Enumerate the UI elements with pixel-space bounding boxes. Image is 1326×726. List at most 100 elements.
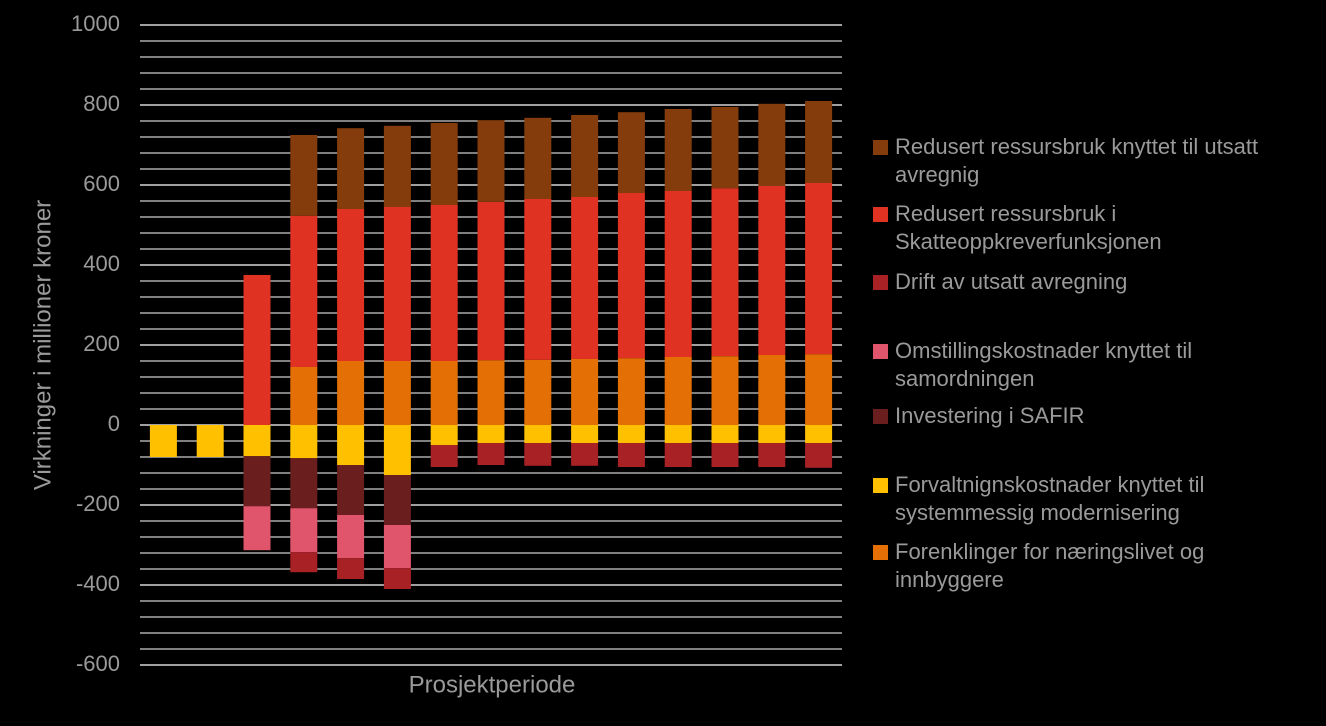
legend-label: Drift av utsatt avregning [895,269,1128,294]
legend-swatch [873,207,888,222]
bar-segment [149,425,177,457]
legend-label: Investering i SAFIR [895,403,1085,428]
bar-segment [524,443,552,466]
bar-segment [477,201,505,361]
y-tick-label: 600 [83,171,120,196]
bar-segment [524,359,552,425]
bar-segment [243,275,271,425]
bar-segment [571,425,599,443]
bar-segment [477,360,505,425]
bar-segment [337,558,365,579]
bar-segment [664,443,692,467]
y-tick-label: 400 [83,251,120,276]
legend-label: Redusert ressursbruk knyttet til utsatt … [895,134,1259,187]
bar-segment [477,120,505,202]
legend-label: Redusert ressursbruk i Skatteoppkreverfu… [895,201,1162,254]
bar-segment [805,354,833,425]
bar-segment [383,525,411,569]
bar-segment [383,568,411,589]
bar-segment [290,552,318,573]
bar-segment [383,425,411,475]
y-tick-label: 200 [83,331,120,356]
y-tick-label: 1000 [71,11,120,36]
bar-segment [383,207,411,361]
bar-segment [711,356,739,425]
legend-label: Forenklinger for næringslivet og innbygg… [895,539,1205,592]
bar-segment [337,425,365,465]
bar-segment [337,209,365,361]
bar-segment [383,475,411,525]
bar-segment [290,215,318,367]
bar-segment [290,367,318,425]
bar-segment [617,193,645,359]
bar-segment [290,425,318,459]
legend-entry: Redusert ressursbruk i Skatteoppkreverfu… [873,200,1313,256]
bar-segment [337,128,365,209]
legend-swatch [873,478,888,493]
bar-segment [664,357,692,425]
bar-segment [571,115,599,197]
bar-segment [430,205,458,361]
bar-segment [664,109,692,191]
bar-segment [243,506,271,551]
legend-swatch [873,140,888,155]
bar-segment [290,458,318,509]
bar-segment [664,425,692,443]
legend-entry: Drift av utsatt avregning [873,268,1313,296]
bar-segment [571,197,599,359]
bar-segment [571,359,599,425]
bar-segment [711,107,739,189]
bar-segment [758,355,786,425]
y-tick-label: -200 [76,491,120,516]
bar-segment [383,361,411,425]
legend-entry: Forenklinger for næringslivet og innbygg… [873,538,1313,594]
bar-segment [805,425,833,443]
bar-segment [337,515,365,559]
bar-segment [430,361,458,425]
bar-segment [243,456,271,507]
bar-segment [430,123,458,205]
bar-segment [758,185,786,355]
bar-segment [805,183,833,355]
bar-segment [524,117,552,199]
legend-swatch [873,344,888,359]
bar-segment [430,445,458,467]
y-tick-label: 800 [83,91,120,116]
bar-segment [477,425,505,443]
legend-entry: Investering i SAFIR [873,402,1313,430]
bar-segment [477,443,505,465]
y-tick-label: -400 [76,571,120,596]
legend-swatch [873,545,888,560]
bar-segment [617,358,645,425]
legend-swatch [873,409,888,424]
bar-segment [617,425,645,443]
legend-label: Forvaltnignskostnader knyttet til system… [895,472,1205,525]
legend-entry: Forvaltnignskostnader knyttet til system… [873,471,1313,527]
bar-segment [337,361,365,425]
bar-segment [290,135,318,216]
legend-entry: Redusert ressursbruk knyttet til utsatt … [873,133,1313,189]
bar-segment [711,188,739,357]
bar-segment [617,112,645,193]
bar-segment [383,125,411,207]
bar-segment [805,101,833,183]
bar-segment [758,425,786,443]
y-axis-title: Virkninger i millioner kroner [29,200,56,490]
bar-segment [711,425,739,443]
bar-segment [758,103,786,186]
bar-segment [711,443,739,467]
bar-segment [243,425,271,457]
y-tick-label: 0 [108,411,120,436]
y-tick-label: -600 [76,651,120,676]
bar-segment [337,465,365,515]
bar-segment [571,443,599,466]
bar-segment [196,425,224,457]
bar-segment [805,443,833,468]
legend-swatch [873,275,888,290]
legend-label: Omstillingskostnader knyttet til samordn… [895,338,1193,391]
bar-segment [430,425,458,445]
bar-segment [617,443,645,467]
legend-entry: Omstillingskostnader knyttet til samordn… [873,337,1313,393]
